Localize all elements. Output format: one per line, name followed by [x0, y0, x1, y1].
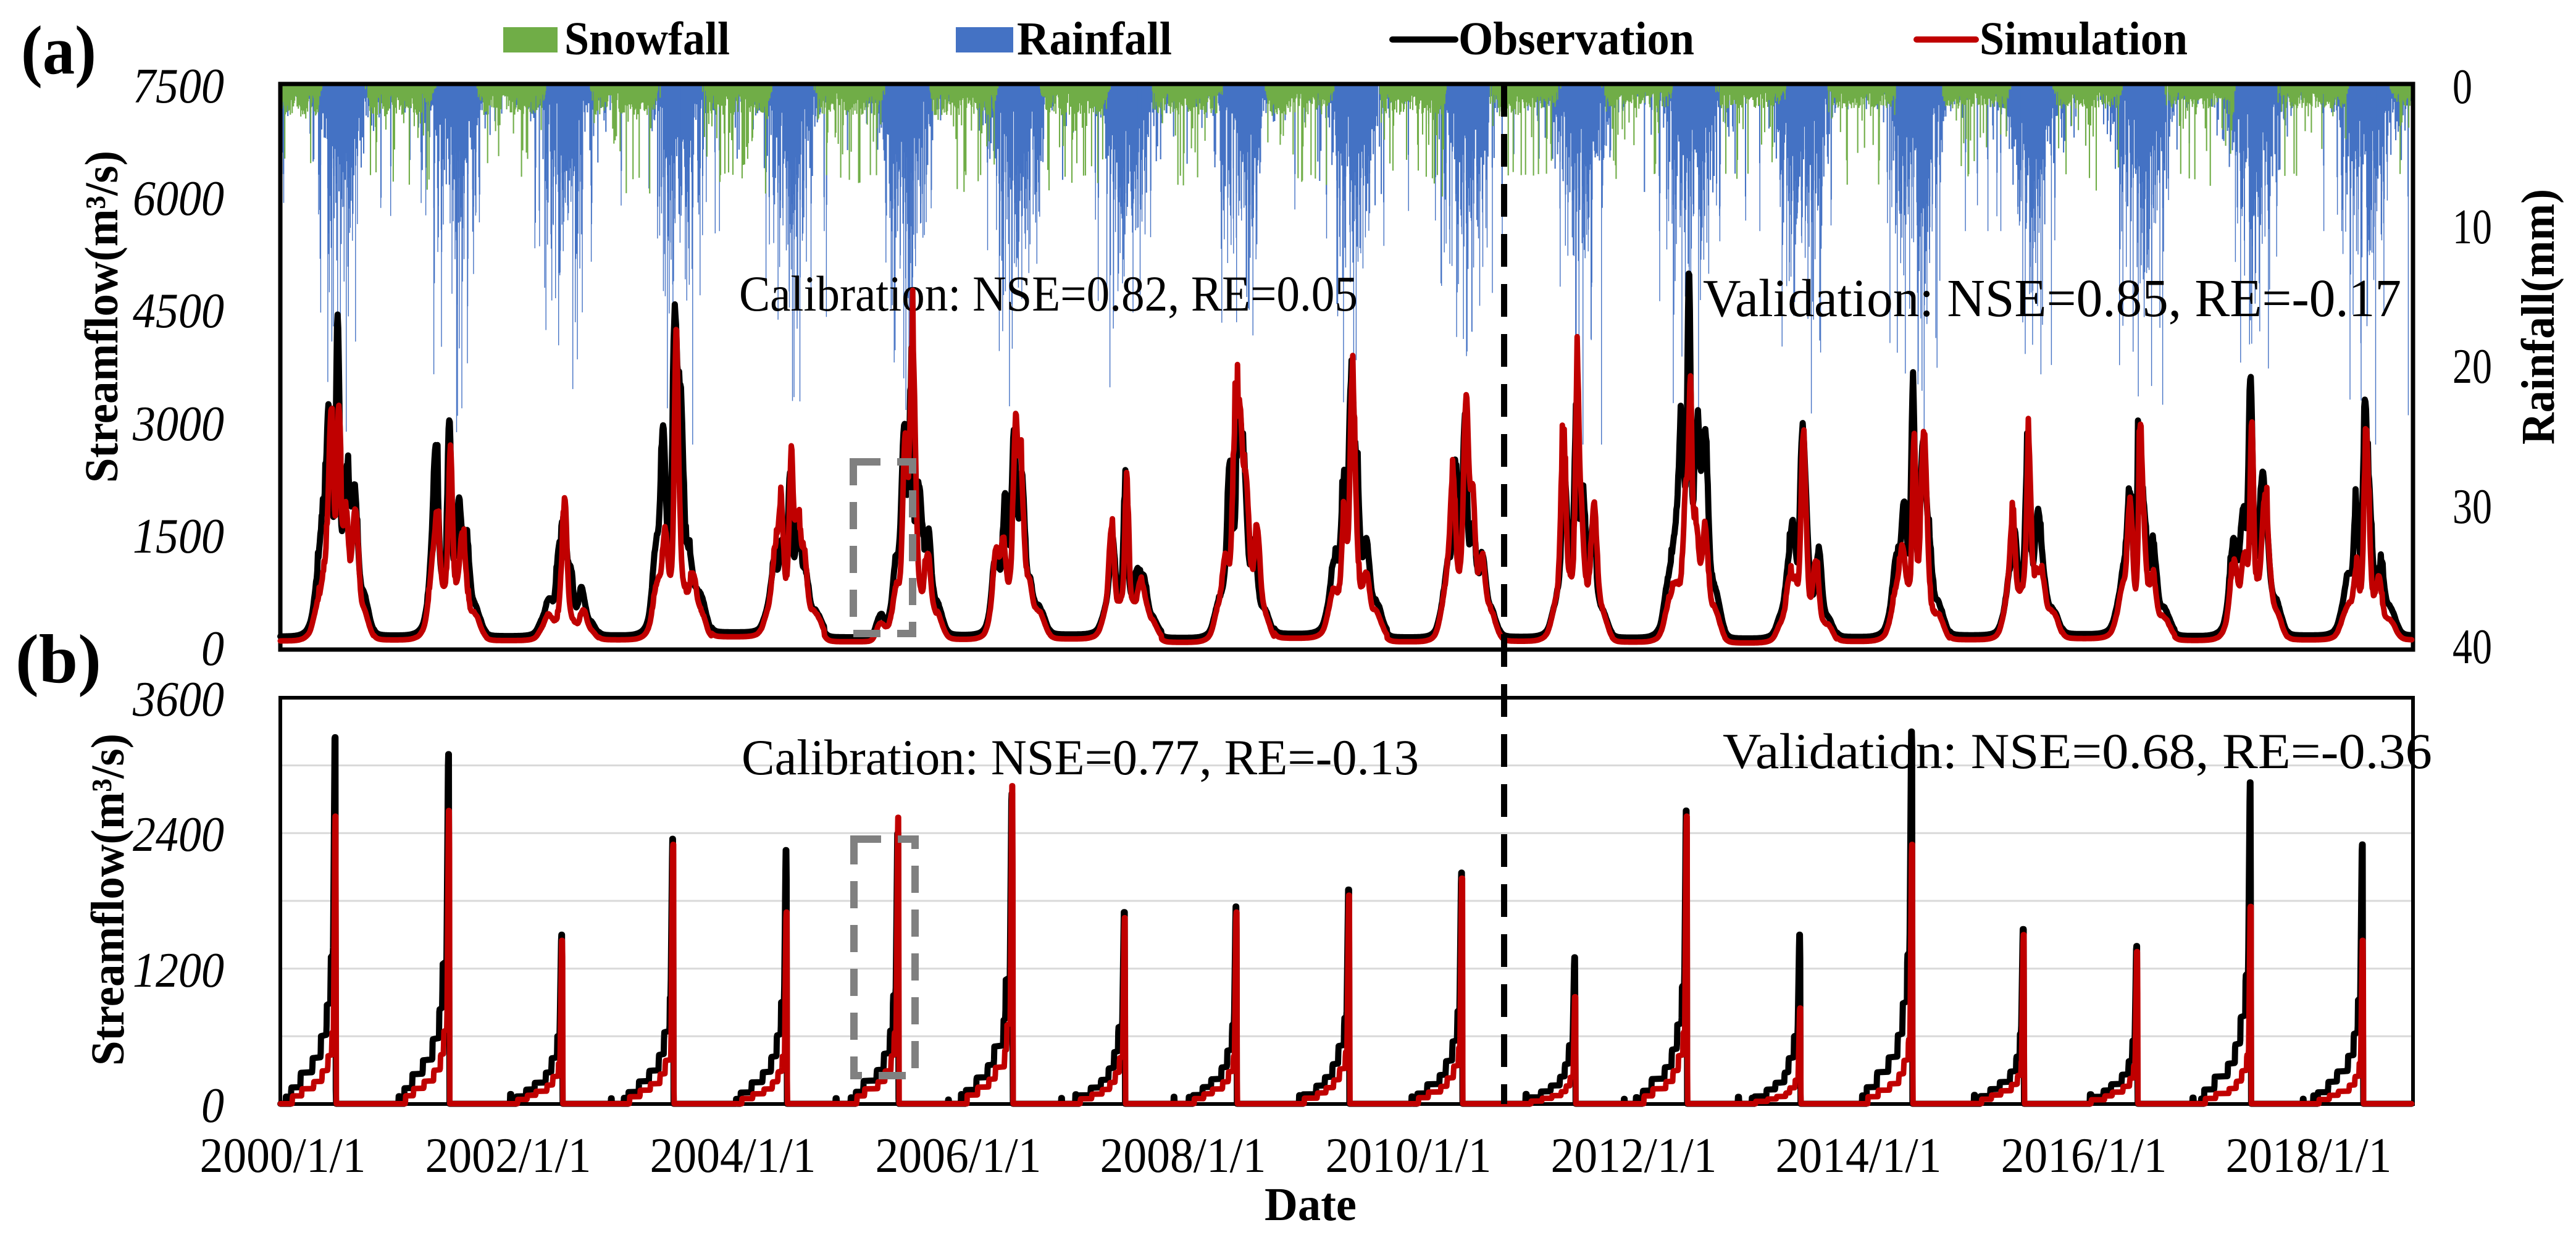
svg-text:20: 20: [2453, 340, 2492, 394]
svg-text:10: 10: [2453, 200, 2492, 254]
svg-text:1200: 1200: [133, 943, 224, 998]
svg-text:0: 0: [201, 1079, 224, 1133]
svg-text:0: 0: [2453, 60, 2472, 114]
svg-text:2400: 2400: [133, 808, 224, 862]
svg-text:(a): (a): [21, 12, 96, 89]
svg-text:6000: 6000: [133, 172, 224, 226]
svg-text:2006/1/1: 2006/1/1: [876, 1129, 1042, 1183]
svg-text:4500: 4500: [133, 284, 224, 338]
svg-text:Validation: NSE=0.85, RE=-0.17: Validation: NSE=0.85, RE=-0.17: [1703, 268, 2401, 328]
svg-text:Observation: Observation: [1458, 13, 1694, 65]
svg-text:30: 30: [2453, 480, 2492, 534]
svg-text:2016/1/1: 2016/1/1: [2001, 1129, 2167, 1183]
svg-text:7500: 7500: [133, 59, 224, 114]
svg-text:3000: 3000: [132, 397, 224, 451]
svg-text:Rainfall: Rainfall: [1017, 13, 1172, 65]
svg-text:2004/1/1: 2004/1/1: [650, 1129, 816, 1183]
svg-text:Calibration: NSE=0.77, RE=-0.1: Calibration: NSE=0.77, RE=-0.13: [742, 729, 1419, 785]
svg-text:3600: 3600: [132, 672, 224, 727]
svg-text:2014/1/1: 2014/1/1: [1776, 1129, 1942, 1183]
svg-text:2018/1/1: 2018/1/1: [2226, 1129, 2392, 1183]
svg-text:2010/1/1: 2010/1/1: [1326, 1129, 1492, 1183]
svg-text:Simulation: Simulation: [1980, 13, 2188, 65]
svg-text:40: 40: [2453, 620, 2492, 674]
svg-text:Calibration: NSE=0.82, RE=0.05: Calibration: NSE=0.82, RE=0.05: [739, 266, 1358, 322]
svg-text:Rainfall(mm): Rainfall(mm): [2512, 189, 2564, 445]
svg-text:(b): (b): [15, 621, 101, 698]
svg-text:Streamflow(m³/s): Streamflow(m³/s): [82, 734, 134, 1066]
svg-text:2008/1/1: 2008/1/1: [1100, 1129, 1266, 1183]
svg-text:0: 0: [201, 622, 224, 676]
svg-text:2012/1/1: 2012/1/1: [1551, 1129, 1717, 1183]
svg-text:2000/1/1: 2000/1/1: [200, 1129, 366, 1183]
svg-text:Streamflow(m³/s): Streamflow(m³/s): [76, 151, 128, 483]
svg-text:Validation: NSE=0.68, RE=-0.36: Validation: NSE=0.68, RE=-0.36: [1723, 723, 2432, 779]
svg-text:Snowfall: Snowfall: [564, 13, 730, 65]
svg-text:Date: Date: [1265, 1179, 1357, 1231]
svg-text:1500: 1500: [133, 509, 224, 564]
svg-text:2002/1/1: 2002/1/1: [425, 1129, 592, 1183]
